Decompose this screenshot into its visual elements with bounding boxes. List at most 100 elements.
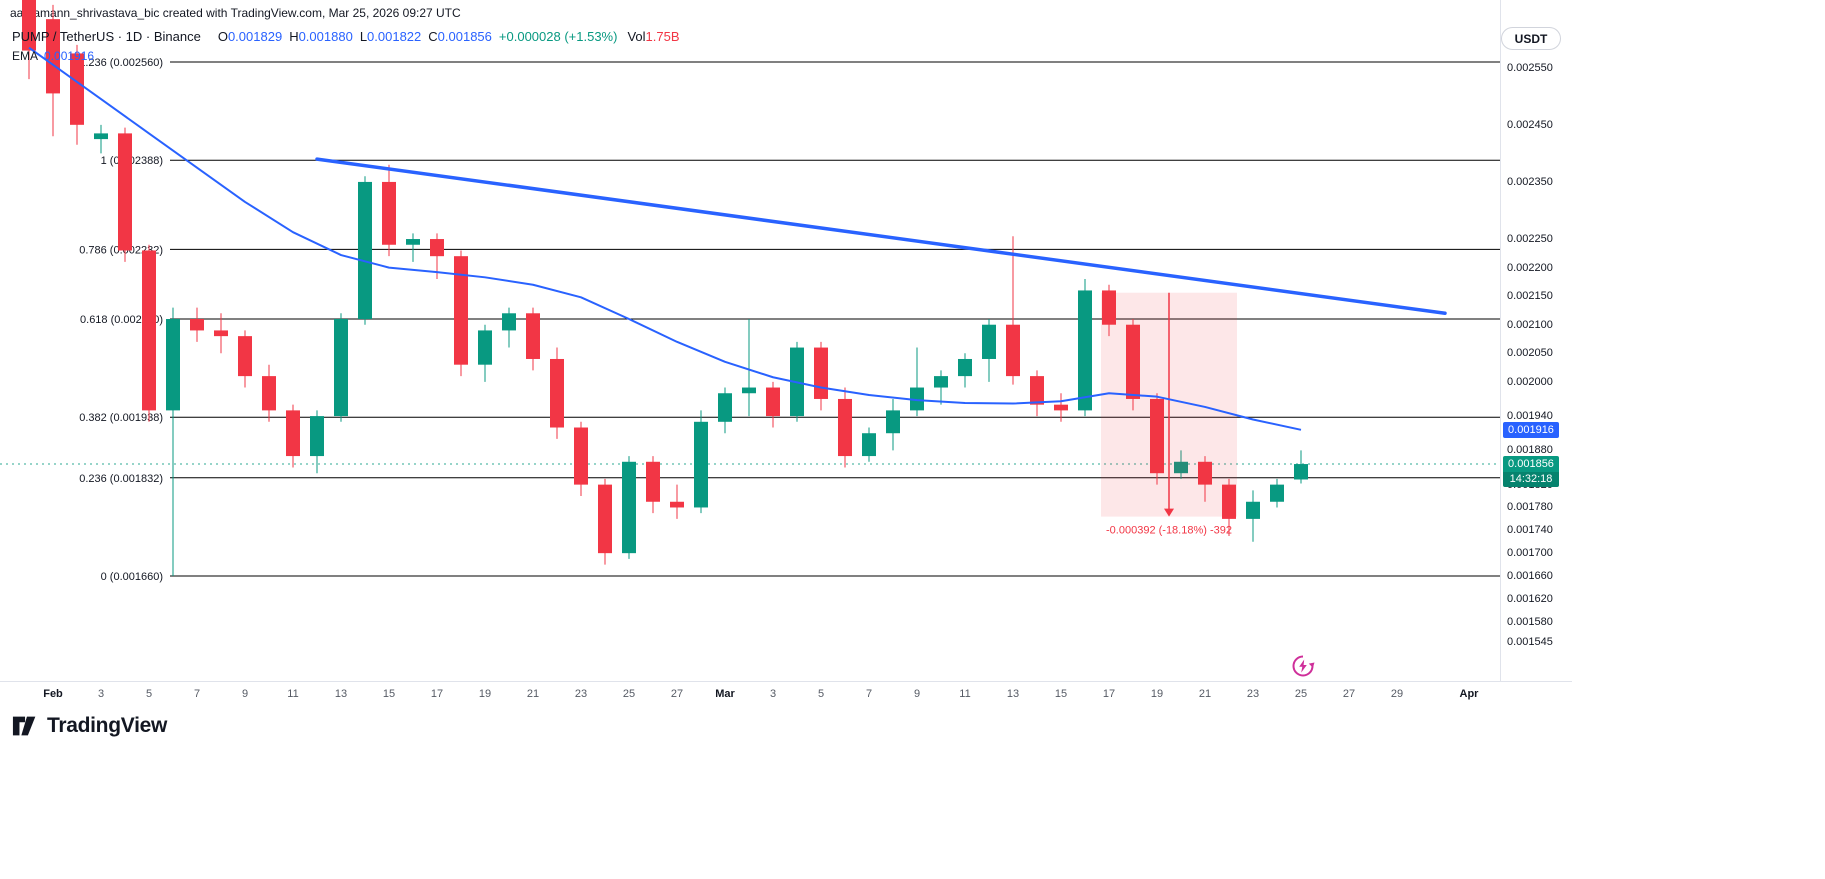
candle-body	[1246, 501, 1260, 519]
fib-level-label: 0 (0.001660)	[101, 571, 163, 583]
fib-level-label: 0.236 (0.001832)	[79, 473, 163, 485]
candle-body	[1126, 324, 1140, 399]
ema-price-badge: 0.001916	[1503, 421, 1559, 438]
candle-body	[814, 347, 828, 399]
ema-indicator-label[interactable]: EMA	[12, 49, 39, 63]
close-label: C	[428, 29, 438, 44]
candle-body	[46, 19, 60, 94]
candle-body	[190, 319, 204, 331]
candle-body	[406, 239, 420, 245]
candle-body	[1054, 404, 1068, 411]
last-price-badge: 0.001856 14:32:18	[1503, 456, 1559, 488]
candle-body	[94, 133, 108, 140]
price-axis-tick: 0.001700	[1507, 547, 1553, 560]
price-axis-tick: 0.001940	[1507, 410, 1553, 423]
candle-body	[334, 319, 348, 417]
candle-body	[286, 410, 300, 457]
indicator-row: EMA 0.001916	[12, 48, 680, 64]
ema-indicator-value: 0.001916	[44, 49, 95, 63]
candle-body	[118, 133, 132, 251]
price-axis-tick: 0.002200	[1507, 261, 1553, 274]
ema-line[interactable]	[28, 46, 1302, 431]
price-axis-tick: 0.002050	[1507, 347, 1553, 360]
price-axis-tick: 0.002100	[1507, 318, 1553, 331]
candle-body	[310, 416, 324, 457]
time-axis-tick: 7	[193, 688, 201, 700]
candle-body	[934, 376, 948, 388]
candle-body	[166, 319, 180, 411]
change-value: +0.000028 (+1.53%)	[498, 29, 618, 44]
candle-body	[142, 250, 156, 411]
candle-body	[1222, 484, 1236, 519]
candle-body	[214, 330, 228, 337]
time-axis-tick: 11	[287, 688, 299, 700]
candle-body	[358, 181, 372, 319]
candle-body	[886, 410, 900, 434]
open-value: 0.001829	[227, 29, 283, 44]
time-axis-tick: 23	[1246, 688, 1260, 700]
candle-body	[502, 313, 516, 331]
close-value: 0.001856	[437, 29, 492, 44]
time-axis-tick: 23	[574, 688, 588, 700]
ohlc-readout: O 0.001829 H 0.001880 L 0.001822 C 0.001856 …	[211, 29, 680, 45]
price-chart-pane[interactable]: 1.236 (0.002560)1 (0.002388)0.786 (0.002…	[0, 0, 1500, 681]
candle-body	[70, 53, 84, 125]
time-axis-tick: Mar	[715, 688, 735, 700]
candle-body	[1174, 461, 1188, 474]
tradingview-footer: TradingView	[12, 714, 167, 738]
candle-body	[550, 358, 564, 428]
price-axis-tick: 0.002000	[1507, 375, 1553, 388]
candle-body	[910, 387, 924, 411]
time-axis-tick: Feb	[43, 688, 63, 700]
candle-body	[766, 387, 780, 417]
time-axis[interactable]: Feb 3 5 7 9 11 13 15 17 19 21 23 25 27 Mar 3 5 7 9 11 13 15 17…	[0, 681, 1572, 708]
candle-body	[670, 501, 684, 508]
candle-body	[526, 313, 540, 359]
candle-body	[1102, 290, 1116, 325]
time-axis-tick: Apr	[1459, 688, 1479, 700]
candle-body	[982, 324, 996, 359]
symbol-row: PUMP / TetherUS · 1D · Binance O 0.001829…	[12, 29, 680, 45]
candle-body	[454, 256, 468, 365]
candle-body	[478, 330, 492, 365]
price-axis[interactable]: 0.002550 0.002450 0.002350 0.002250 0.002200…	[1500, 0, 1573, 681]
time-axis-tick: 5	[145, 688, 153, 700]
price-axis-tick: 0.001780	[1507, 501, 1553, 514]
time-axis-tick: 27	[670, 688, 684, 700]
symbol-title[interactable]: PUMP / TetherUS · 1D · Binance	[12, 29, 201, 44]
price-axis-tick: 0.002350	[1507, 175, 1553, 188]
flash-replay-icon[interactable]	[1290, 653, 1316, 679]
measurement-label: -0.000392 (-18.18%) -392	[1106, 525, 1232, 537]
time-axis-tick: 5	[817, 688, 825, 700]
price-axis-tick: 0.001620	[1507, 592, 1553, 605]
volume-value: 1.75B	[645, 29, 680, 44]
trendline[interactable]	[315, 157, 1447, 316]
candle-body	[1270, 484, 1284, 502]
high-label: H	[289, 29, 299, 44]
low-label: L	[359, 29, 368, 44]
candle-body	[838, 398, 852, 457]
price-axis-tick: 0.001880	[1507, 444, 1553, 457]
open-label: O	[217, 29, 228, 44]
time-axis-tick: 25	[622, 688, 636, 700]
time-axis-tick: 11	[959, 688, 971, 700]
candle-body	[598, 484, 612, 554]
candle-body	[574, 427, 588, 485]
candle-body	[718, 393, 732, 422]
high-value: 0.001880	[298, 29, 353, 44]
price-axis-tick: 0.002250	[1507, 233, 1553, 246]
tradingview-logo-text[interactable]: TradingView	[47, 714, 168, 737]
time-axis-tick: 25	[1294, 688, 1308, 700]
tradingview-logo-icon[interactable]	[12, 714, 40, 738]
candle-body	[238, 336, 252, 377]
time-axis-tick: 9	[913, 688, 921, 700]
candle-body	[262, 376, 276, 411]
time-axis-tick: 21	[526, 688, 540, 700]
time-axis-tick: 17	[1102, 688, 1116, 700]
time-axis-tick: 7	[865, 688, 873, 700]
currency-toggle-button[interactable]: USDT	[1501, 27, 1561, 50]
candle-body	[1198, 461, 1212, 485]
price-axis-tick: 0.002550	[1507, 61, 1553, 74]
candle-body	[1150, 398, 1164, 474]
